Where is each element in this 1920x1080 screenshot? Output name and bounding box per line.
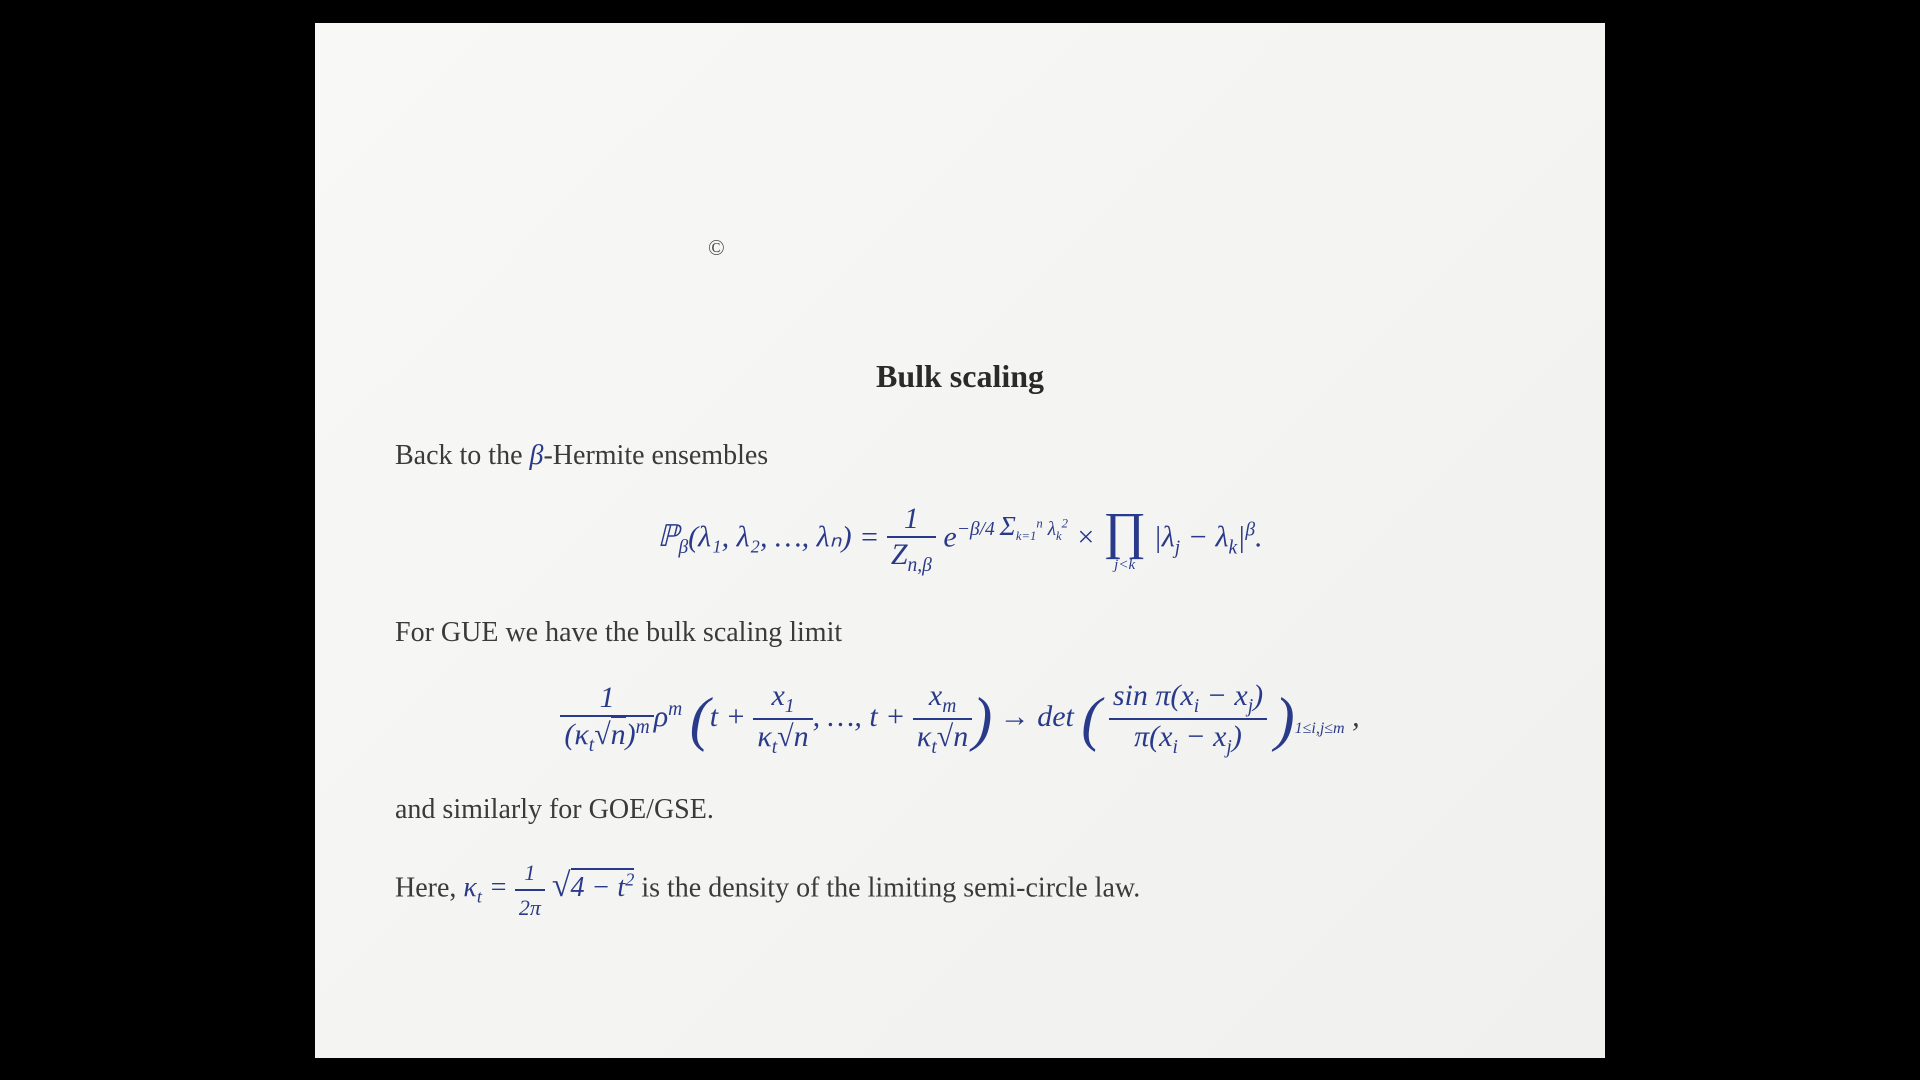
sin-close: ) bbox=[1253, 679, 1263, 712]
x1: x bbox=[771, 679, 784, 712]
formula-scaling-limit: 1 (κt√n)m ρm (t + x1 κt√n , …, t + xm κt… bbox=[395, 679, 1525, 759]
sqrt-inner: 4 − t bbox=[571, 872, 626, 903]
det-rparen: ) bbox=[1275, 695, 1295, 743]
km: κ bbox=[917, 720, 931, 753]
det-subscript: 1≤i,j≤m bbox=[1295, 719, 1345, 736]
times: × bbox=[1075, 520, 1103, 553]
k1: κ bbox=[757, 720, 771, 753]
prod-sub: j<k bbox=[1103, 558, 1146, 573]
line-1: Back to the β-Hermite ensembles bbox=[395, 435, 1525, 477]
sqrt-body: 4 − t2 bbox=[571, 868, 635, 903]
inner-den-1: κt√n bbox=[753, 720, 812, 759]
lambda-k: λ bbox=[1048, 519, 1056, 540]
frac-den: Zn,β bbox=[887, 538, 936, 577]
rho: ρ bbox=[654, 699, 668, 732]
prod-exp: β bbox=[1245, 519, 1255, 540]
half-num: 1 bbox=[515, 856, 545, 891]
big-rparen: ) bbox=[972, 695, 992, 743]
t-plus-1: t + bbox=[710, 699, 754, 732]
line1-pre: Back to the bbox=[395, 440, 530, 471]
eq: = bbox=[482, 872, 515, 903]
sine-den: π(xi − xj) bbox=[1109, 720, 1267, 759]
line-2: For GUE we have the bulk scaling limit bbox=[395, 612, 1525, 654]
lhs-open: (κ bbox=[564, 718, 588, 751]
trailing-comma: , bbox=[1352, 699, 1360, 732]
product: ∏ j<k bbox=[1103, 506, 1146, 573]
line4-pre: Here, bbox=[395, 872, 463, 903]
line-3: and similarly for GOE/GSE. bbox=[395, 789, 1525, 831]
lhs-num: 1 bbox=[560, 681, 653, 717]
kappa-expr: κt = 12π √4 − t2 bbox=[463, 872, 634, 903]
sigma-small: Σ bbox=[1000, 511, 1016, 541]
kappa: κ bbox=[463, 872, 476, 903]
km-sub: t bbox=[931, 737, 936, 758]
sine-kernel-frac: sin π(xi − xj) π(xi − xj) bbox=[1109, 679, 1267, 759]
exponent-body: −β/4 Σk=1n λk2 bbox=[957, 519, 1068, 540]
exp-e: e bbox=[943, 520, 956, 553]
dots: , …, bbox=[813, 699, 870, 732]
lhs-close-paren: ) bbox=[626, 718, 636, 751]
exp-pre: −β/4 bbox=[957, 519, 995, 540]
p-subscript: β bbox=[678, 537, 688, 558]
sqrt-n-1: n bbox=[794, 718, 809, 753]
sine-num: sin π(xi − xj) bbox=[1109, 679, 1267, 720]
sqrt-symbol: √ bbox=[552, 867, 571, 904]
rho-sup: m bbox=[668, 698, 682, 719]
line1-post: -Hermite ensembles bbox=[543, 440, 768, 471]
den-pi: π(x bbox=[1134, 720, 1172, 753]
copyright-mark: © bbox=[708, 235, 725, 261]
x1-sub: 1 bbox=[785, 696, 795, 717]
inner-num-1: x1 bbox=[753, 679, 812, 720]
sum-sub: k=1 bbox=[1016, 529, 1037, 543]
lhs-den: (κt√n)m bbox=[560, 717, 653, 757]
line4-post: is the density of the limiting semi-circ… bbox=[634, 872, 1140, 903]
den-minus: − x bbox=[1178, 720, 1227, 753]
xm-sub: m bbox=[942, 696, 956, 717]
fraction-Z: 1 Zn,β bbox=[887, 502, 936, 577]
presentation-slide: © Bulk scaling Back to the β-Hermite ens… bbox=[315, 23, 1605, 1058]
xm: x bbox=[929, 679, 942, 712]
inner-den-m: κt√n bbox=[913, 720, 972, 759]
lhs-exp: m bbox=[636, 717, 650, 738]
formula-dot: . bbox=[1255, 520, 1263, 553]
sin-minus: − x bbox=[1199, 679, 1248, 712]
slide-title: Bulk scaling bbox=[395, 358, 1525, 395]
t-plus-2: t + bbox=[869, 699, 913, 732]
det-lparen: ( bbox=[1081, 695, 1101, 743]
prod-symbol: ∏ bbox=[1103, 506, 1146, 558]
big-lparen: ( bbox=[690, 695, 710, 743]
formula-density: ℙβ(λ₁, λ₂, …, λₙ) = 1 Zn,β e−β/4 Σk=1n λ… bbox=[395, 502, 1525, 577]
lhs-fraction: 1 (κt√n)m bbox=[560, 681, 653, 757]
prod-k: k bbox=[1228, 537, 1237, 558]
lhs-sub: t bbox=[589, 735, 594, 756]
den-close: ) bbox=[1232, 720, 1242, 753]
z-letter: Z bbox=[891, 538, 908, 571]
lambda-k-sub: k bbox=[1056, 529, 1062, 543]
sin-text: sin π(x bbox=[1113, 679, 1194, 712]
arrow-det: → det bbox=[1000, 699, 1082, 732]
line-4: Here, κt = 12π √4 − t2 is the density of… bbox=[395, 856, 1525, 924]
half-den: 2π bbox=[515, 891, 545, 924]
lambda-args: (λ₁, λ₂, …, λₙ) = bbox=[688, 520, 887, 553]
lhs-sqrt: n bbox=[611, 716, 626, 751]
inner-num-m: xm bbox=[913, 679, 972, 720]
z-sub: n,β bbox=[908, 555, 932, 576]
frac-num: 1 bbox=[887, 502, 936, 538]
prod-minus: − λ bbox=[1180, 520, 1228, 553]
P-symbol: ℙβ bbox=[657, 520, 688, 553]
sqrt-exp: 2 bbox=[625, 870, 634, 890]
beta-symbol: β bbox=[530, 440, 544, 471]
lambda-k-sup: 2 bbox=[1062, 516, 1068, 530]
inner-frac-1: x1 κt√n bbox=[753, 679, 812, 759]
prod-open: |λ bbox=[1154, 520, 1175, 553]
sum-sup: n bbox=[1036, 516, 1042, 530]
half-pi-frac: 12π bbox=[515, 856, 545, 924]
k1-sub: t bbox=[772, 737, 777, 758]
inner-frac-m: xm κt√n bbox=[913, 679, 972, 759]
sqrt-n-m: n bbox=[953, 718, 968, 753]
